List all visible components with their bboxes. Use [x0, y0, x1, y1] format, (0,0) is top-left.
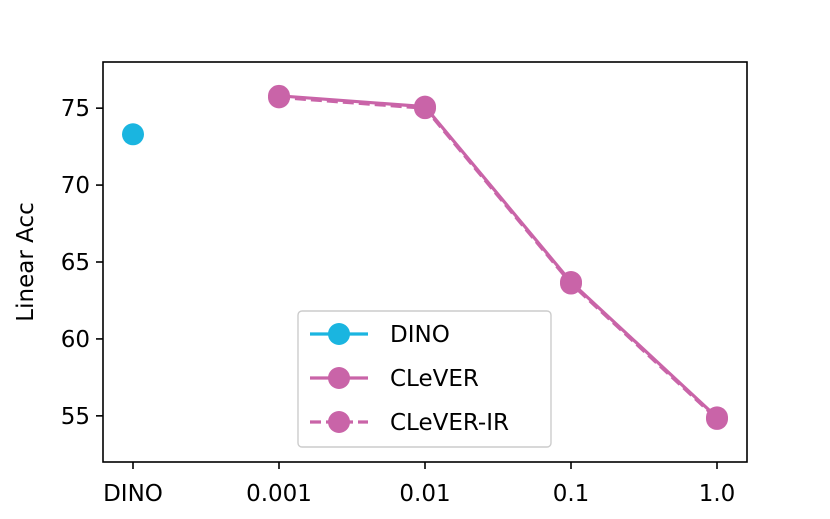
legend-label-dino: DINO — [390, 322, 450, 348]
legend-marker-clever-ir — [328, 411, 350, 433]
series-line-clever — [278, 94, 719, 419]
legend: DINO CLeVER CLeVER-IR — [297, 310, 552, 448]
y-tick-label: 65 — [61, 250, 90, 276]
y-tick-label: 70 — [61, 173, 90, 199]
data-point-dino-0 — [122, 123, 144, 146]
x-tick-label: DINO — [103, 481, 163, 507]
data-point-clever-4 — [706, 406, 728, 429]
y-tick-label: 60 — [61, 327, 90, 353]
y-tick-label: 75 — [61, 96, 90, 122]
data-point-clever-3 — [560, 271, 582, 293]
plot-area — [122, 84, 728, 430]
axes: DINO 0.001 0.01 0.1 1.0 55 60 65 70 75 — [61, 61, 748, 507]
legend-marker-dino — [328, 323, 350, 345]
x-tick-label: 1.0 — [699, 481, 736, 507]
data-point-clever-2 — [414, 95, 436, 118]
legend-label-clever: CLeVER — [390, 366, 479, 392]
data-point-clever-1 — [268, 84, 290, 107]
y-tick-label: 55 — [61, 404, 90, 430]
y-axis-label: Linear Acc — [13, 202, 39, 321]
x-tick-label: 0.001 — [246, 481, 312, 507]
x-tick-label: 0.01 — [399, 481, 450, 507]
legend-label-clever-ir: CLeVER-IR — [390, 410, 509, 436]
legend-box — [297, 310, 552, 448]
x-tick-label: 0.1 — [553, 481, 590, 507]
legend-marker-clever — [328, 367, 350, 389]
